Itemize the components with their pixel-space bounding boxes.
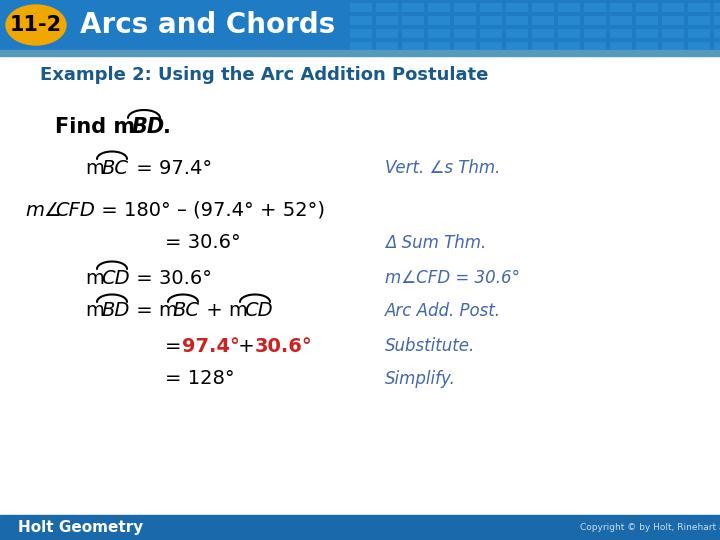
Bar <box>480 42 502 51</box>
Text: + m: + m <box>200 301 248 321</box>
Bar <box>610 16 632 25</box>
Bar <box>558 42 580 51</box>
Text: BC: BC <box>172 301 199 321</box>
Bar <box>688 29 710 38</box>
Bar <box>402 42 424 51</box>
Bar <box>688 16 710 25</box>
Bar <box>506 16 528 25</box>
Text: 30.6°: 30.6° <box>255 336 312 355</box>
Text: =: = <box>165 336 188 355</box>
Text: Simplify.: Simplify. <box>385 370 456 388</box>
Bar <box>376 29 398 38</box>
Bar <box>610 3 632 12</box>
Bar <box>610 29 632 38</box>
Bar <box>584 29 606 38</box>
Bar <box>0 515 720 540</box>
Bar <box>688 42 710 51</box>
Text: Holt Geometry: Holt Geometry <box>18 520 143 535</box>
Bar <box>350 29 372 38</box>
Bar <box>350 16 372 25</box>
Text: Δ Sum Thm.: Δ Sum Thm. <box>385 234 486 252</box>
Bar <box>376 42 398 51</box>
Text: Copyright © by Holt, Rinehart and Winston. All Rights Reserved.: Copyright © by Holt, Rinehart and Winsto… <box>580 523 720 532</box>
Bar <box>0 50 720 56</box>
Text: BD: BD <box>132 117 166 137</box>
Ellipse shape <box>6 5 66 45</box>
Text: BD: BD <box>101 301 130 321</box>
Bar <box>714 42 720 51</box>
Bar <box>662 3 684 12</box>
Text: BC: BC <box>101 159 128 178</box>
Text: Arc Add. Post.: Arc Add. Post. <box>385 302 501 320</box>
Bar <box>402 29 424 38</box>
Text: = 30.6°: = 30.6° <box>130 268 212 287</box>
Bar <box>428 42 450 51</box>
Text: m∠CFD = 30.6°: m∠CFD = 30.6° <box>385 269 520 287</box>
Text: = 128°: = 128° <box>165 369 235 388</box>
Bar <box>376 16 398 25</box>
Bar <box>350 42 372 51</box>
Bar <box>662 29 684 38</box>
Bar <box>558 3 580 12</box>
Bar <box>402 16 424 25</box>
Text: = 97.4°: = 97.4° <box>130 159 212 178</box>
Text: Example 2: Using the Arc Addition Postulate: Example 2: Using the Arc Addition Postul… <box>40 66 488 84</box>
Text: = 30.6°: = 30.6° <box>165 233 240 253</box>
Bar <box>350 3 372 12</box>
Text: = m: = m <box>130 301 178 321</box>
Bar <box>532 3 554 12</box>
Bar <box>532 29 554 38</box>
Bar <box>532 42 554 51</box>
Text: CD: CD <box>244 301 273 321</box>
Bar <box>376 3 398 12</box>
Bar <box>636 42 658 51</box>
Bar <box>402 3 424 12</box>
Bar <box>662 16 684 25</box>
Text: m: m <box>85 301 104 321</box>
Bar <box>688 3 710 12</box>
Bar <box>636 29 658 38</box>
Text: Substitute.: Substitute. <box>385 337 475 355</box>
Text: Find m: Find m <box>55 117 135 137</box>
Bar <box>714 16 720 25</box>
Bar <box>454 3 476 12</box>
Text: m∠: m∠ <box>25 200 61 219</box>
Bar <box>636 3 658 12</box>
Bar <box>584 16 606 25</box>
Text: m: m <box>85 159 104 178</box>
Text: 97.4°: 97.4° <box>182 336 240 355</box>
Bar <box>506 29 528 38</box>
Bar <box>610 42 632 51</box>
Text: .: . <box>163 117 171 137</box>
Bar <box>558 29 580 38</box>
Bar <box>480 3 502 12</box>
Bar <box>636 16 658 25</box>
Bar <box>428 16 450 25</box>
Bar <box>428 3 450 12</box>
Text: +: + <box>232 336 261 355</box>
Text: = 180° – (97.4° + 52°): = 180° – (97.4° + 52°) <box>95 200 325 219</box>
Text: Arcs and Chords: Arcs and Chords <box>80 11 336 39</box>
Bar <box>480 29 502 38</box>
Bar <box>454 42 476 51</box>
Bar <box>662 42 684 51</box>
Bar <box>428 29 450 38</box>
Text: Vert. ∠s Thm.: Vert. ∠s Thm. <box>385 159 500 177</box>
Bar <box>454 16 476 25</box>
Bar <box>506 42 528 51</box>
Bar <box>0 0 720 50</box>
Text: 11-2: 11-2 <box>10 15 62 35</box>
Bar <box>714 3 720 12</box>
Bar <box>480 16 502 25</box>
Text: CD: CD <box>101 268 130 287</box>
Text: CFD: CFD <box>55 200 95 219</box>
Bar <box>714 29 720 38</box>
Bar <box>532 16 554 25</box>
Bar <box>584 3 606 12</box>
Bar <box>506 3 528 12</box>
Bar <box>454 29 476 38</box>
Bar <box>558 16 580 25</box>
Text: m: m <box>85 268 104 287</box>
Bar <box>584 42 606 51</box>
